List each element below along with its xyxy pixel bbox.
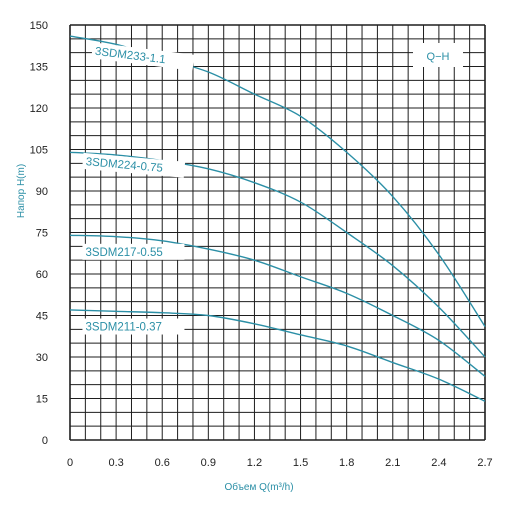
series-label-background bbox=[82, 318, 185, 335]
x-axis-title: Объем Q(m³/h) bbox=[224, 481, 293, 493]
tick-labels: 0 0.3 0.6 0.9 1.2 1.5 1.8 2.1 2.4 2.7 0 15 30 45 60 75 9… bbox=[30, 20, 493, 469]
y-tick-label: 15 bbox=[36, 394, 48, 406]
series-label-background bbox=[82, 243, 185, 260]
x-tick-label: 0.3 bbox=[108, 457, 123, 469]
x-tick-label: 0 bbox=[67, 457, 73, 469]
y-axis-title: Напор H(m) bbox=[16, 164, 27, 218]
series-line-2 bbox=[69, 234, 486, 377]
y-tick-label: 60 bbox=[36, 269, 48, 281]
x-tick-label: 0.9 bbox=[201, 457, 216, 469]
series-label-2: 3SDM217-0.55 bbox=[82, 243, 185, 260]
series-line-1 bbox=[69, 151, 486, 358]
series-labels: 3SDM233-1.13SDM224-0.753SDM217-0.553SDM2… bbox=[82, 42, 195, 335]
q-h-badge: Q−H bbox=[413, 43, 463, 67]
y-tick-label: 150 bbox=[30, 20, 48, 32]
series-label-background bbox=[82, 152, 186, 178]
x-tick-label: 2.1 bbox=[385, 457, 400, 469]
x-tick-label: 0.6 bbox=[155, 457, 170, 469]
badge-background bbox=[413, 43, 463, 67]
y-tick-label: 30 bbox=[36, 352, 48, 364]
x-tick-label: 2.7 bbox=[477, 457, 492, 469]
y-tick-label: 45 bbox=[36, 311, 48, 323]
y-tick-label: 105 bbox=[30, 145, 48, 157]
y-tick-label: 120 bbox=[30, 103, 48, 115]
y-tick-label: 75 bbox=[36, 228, 48, 240]
series-label-text: 3SDM211-0.37 bbox=[85, 322, 162, 334]
series-label-text: 3SDM217-0.55 bbox=[85, 247, 162, 259]
x-tick-label: 1.2 bbox=[247, 457, 262, 469]
series-line-0 bbox=[69, 35, 486, 327]
badge-label: Q−H bbox=[427, 51, 450, 63]
y-tick-label: 90 bbox=[36, 186, 48, 198]
series-label-background bbox=[91, 42, 195, 71]
series-label-1: 3SDM224-0.75 bbox=[82, 152, 186, 178]
y-tick-label: 0 bbox=[42, 435, 48, 447]
x-tick-label: 1.5 bbox=[293, 457, 308, 469]
series-label-3: 3SDM211-0.37 bbox=[82, 318, 185, 335]
series-line-3 bbox=[69, 309, 486, 402]
grid bbox=[69, 24, 486, 441]
x-tick-label: 1.8 bbox=[339, 457, 354, 469]
x-tick-label: 2.4 bbox=[431, 457, 446, 469]
y-tick-label: 135 bbox=[30, 62, 48, 74]
